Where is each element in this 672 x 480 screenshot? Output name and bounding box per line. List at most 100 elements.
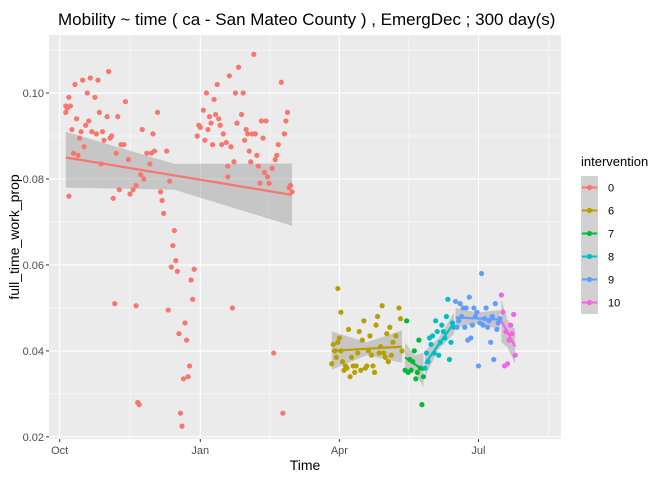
point-series-9 bbox=[485, 324, 491, 330]
point-series-0 bbox=[165, 307, 171, 313]
point-series-6 bbox=[339, 359, 346, 365]
point-series-0 bbox=[69, 126, 75, 133]
point-series-9 bbox=[468, 335, 474, 341]
point-series-0 bbox=[275, 141, 281, 148]
point-series-6 bbox=[382, 354, 388, 360]
point-series-0 bbox=[263, 118, 269, 124]
y-tick-label: 0.02 bbox=[23, 432, 44, 444]
point-series-0 bbox=[177, 410, 184, 416]
point-series-0 bbox=[257, 180, 263, 186]
point-series-6 bbox=[361, 318, 367, 324]
point-series-0 bbox=[83, 122, 89, 128]
point-series-8 bbox=[423, 350, 430, 356]
point-series-0 bbox=[81, 144, 87, 150]
point-series-9 bbox=[475, 363, 482, 369]
point-series-0 bbox=[231, 159, 237, 165]
point-series-6 bbox=[345, 326, 352, 333]
point-series-6 bbox=[370, 363, 376, 369]
y-tick-label: 0.06 bbox=[23, 260, 44, 272]
x-tick-label: Jan bbox=[191, 445, 209, 457]
point-series-0 bbox=[274, 152, 280, 158]
point-series-9 bbox=[488, 339, 494, 345]
point-series-0 bbox=[157, 189, 164, 195]
point-series-6 bbox=[379, 303, 385, 309]
point-series-0 bbox=[133, 182, 139, 189]
point-series-7 bbox=[414, 369, 420, 375]
x-axis: Oct Jan Apr Jul bbox=[51, 439, 485, 457]
legend-label-0: 0 bbox=[608, 183, 614, 195]
point-series-9 bbox=[495, 320, 501, 326]
point-series-0 bbox=[133, 303, 139, 309]
point-series-0 bbox=[217, 122, 223, 128]
point-series-9 bbox=[474, 309, 480, 315]
point-series-0 bbox=[225, 174, 231, 180]
x-tick-label: Jul bbox=[471, 445, 485, 457]
y-tick-label: 0.08 bbox=[23, 174, 44, 186]
point-series-0 bbox=[161, 210, 167, 216]
point-series-0 bbox=[248, 159, 254, 165]
point-series-0 bbox=[171, 227, 177, 234]
point-series-0 bbox=[216, 116, 222, 122]
point-series-0 bbox=[206, 114, 213, 120]
point-series-0 bbox=[139, 126, 145, 133]
point-series-0 bbox=[212, 111, 219, 118]
point-series-6 bbox=[358, 367, 364, 373]
point-series-9 bbox=[471, 305, 477, 311]
point-series-8 bbox=[439, 322, 445, 328]
point-series-6 bbox=[335, 339, 341, 345]
point-series-6 bbox=[388, 352, 394, 358]
point-series-0 bbox=[281, 131, 287, 137]
point-series-6 bbox=[333, 354, 339, 360]
point-series-0 bbox=[234, 120, 240, 126]
point-series-0 bbox=[147, 161, 153, 167]
point-series-0 bbox=[180, 376, 187, 382]
point-series-6 bbox=[381, 350, 387, 356]
point-series-0 bbox=[101, 137, 107, 143]
point-series-0 bbox=[228, 144, 234, 150]
fit-line-series-8 bbox=[424, 322, 455, 365]
point-series-0 bbox=[229, 305, 236, 311]
point-series-6 bbox=[396, 305, 402, 311]
point-series-0 bbox=[104, 114, 110, 120]
point-series-6 bbox=[356, 328, 362, 335]
legend-label-10: 10 bbox=[608, 298, 620, 310]
point-series-0 bbox=[159, 197, 165, 204]
point-series-6 bbox=[385, 359, 391, 365]
point-series-0 bbox=[176, 331, 182, 337]
confidence-band-series-0 bbox=[65, 131, 293, 226]
point-series-0 bbox=[96, 109, 103, 115]
point-series-0 bbox=[125, 157, 132, 163]
legend-key-point-9 bbox=[586, 276, 593, 283]
point-series-0 bbox=[238, 111, 245, 118]
legend-label-9: 9 bbox=[608, 275, 614, 287]
point-series-0 bbox=[260, 135, 266, 141]
point-series-0 bbox=[168, 264, 174, 270]
point-series-0 bbox=[112, 301, 118, 307]
point-series-0 bbox=[66, 94, 72, 100]
point-series-0 bbox=[205, 126, 211, 133]
legend-key-point-8 bbox=[586, 253, 593, 260]
point-series-0 bbox=[67, 103, 73, 109]
point-series-0 bbox=[240, 90, 246, 96]
point-series-0 bbox=[167, 178, 173, 184]
point-series-0 bbox=[86, 118, 92, 124]
point-series-6 bbox=[344, 365, 350, 371]
point-series-0 bbox=[174, 268, 180, 274]
point-series-0 bbox=[251, 51, 257, 57]
point-series-0 bbox=[80, 77, 86, 83]
point-series-0 bbox=[183, 337, 190, 343]
point-series-8 bbox=[443, 313, 449, 320]
point-series-0 bbox=[179, 423, 185, 429]
point-series-6 bbox=[368, 352, 375, 358]
point-series-7 bbox=[411, 348, 417, 354]
point-series-9 bbox=[462, 324, 468, 330]
point-series-0 bbox=[280, 410, 286, 416]
point-series-0 bbox=[72, 81, 78, 88]
point-series-9 bbox=[463, 305, 469, 311]
point-series-0 bbox=[278, 79, 284, 85]
point-series-8 bbox=[434, 328, 440, 335]
point-series-0 bbox=[272, 157, 278, 163]
point-series-6 bbox=[355, 350, 361, 356]
point-series-0 bbox=[164, 148, 170, 154]
legend-key-point-6 bbox=[586, 207, 593, 214]
